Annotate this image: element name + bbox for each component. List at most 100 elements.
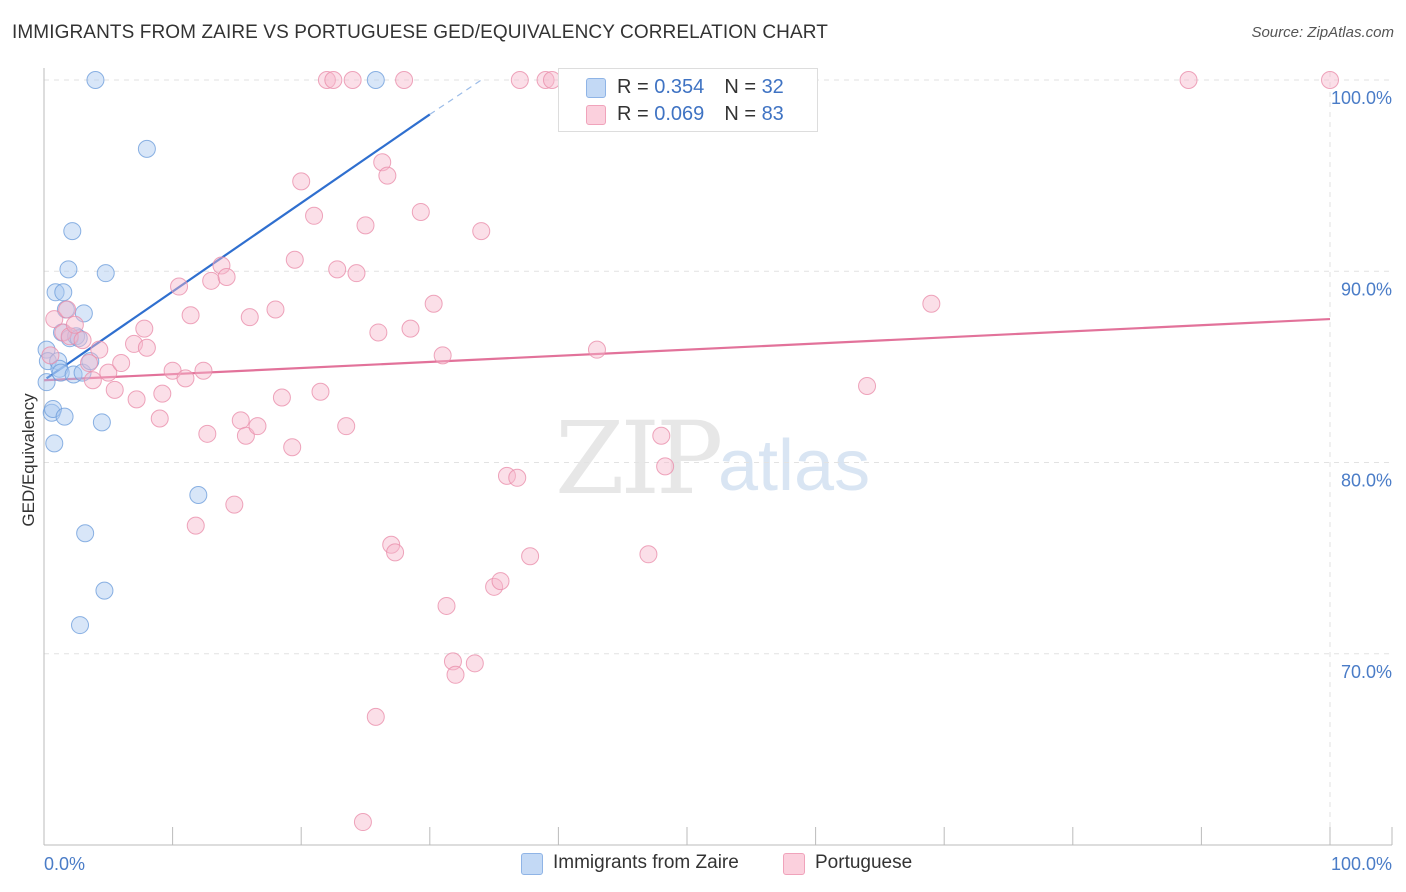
point-portuguese: [305, 206, 324, 225]
watermark-zip: ZIP: [555, 400, 723, 517]
point-portuguese: [356, 216, 375, 235]
point-portuguese: [465, 654, 484, 673]
point-portuguese: [292, 172, 311, 191]
point-portuguese: [366, 707, 385, 726]
point-portuguese: [58, 300, 77, 319]
point-portuguese: [424, 294, 443, 313]
point-portuguese: [236, 426, 255, 445]
point-portuguese: [343, 71, 362, 89]
point-portuguese: [45, 310, 64, 329]
point-portuguese: [328, 260, 347, 279]
point-portuguese: [217, 267, 236, 286]
point-zaire: [46, 283, 65, 302]
bottom-legend-swatch-zaire: [521, 853, 543, 875]
point-portuguese: [437, 596, 456, 615]
chart-title: IMMIGRANTS FROM ZAIRE VS PORTUGUESE GED/…: [12, 22, 828, 43]
legend-n-label: N =: [724, 76, 762, 98]
point-zaire: [59, 260, 78, 279]
point-portuguese: [225, 495, 244, 514]
point-portuguese: [90, 340, 109, 359]
bottom-legend-label-zaire: Immigrants from Zaire: [553, 852, 739, 873]
point-portuguese: [324, 71, 343, 89]
axes: [43, 68, 1392, 846]
source-label: Source: ZipAtlas.com: [1251, 24, 1394, 41]
point-portuguese: [112, 354, 131, 373]
point-portuguese: [212, 256, 231, 275]
point-zaire: [37, 373, 56, 392]
point-portuguese: [186, 516, 205, 535]
point-zaire: [76, 524, 95, 543]
y-tick-label: 70.0%: [1341, 662, 1392, 682]
y-tick-label: 100.0%: [1331, 88, 1392, 108]
point-portuguese: [311, 382, 330, 401]
watermark-atlas: atlas: [718, 426, 871, 506]
point-zaire: [54, 283, 73, 302]
data-points: [37, 71, 1339, 832]
bottom-legend-swatch-portuguese: [783, 853, 805, 875]
point-portuguese: [137, 338, 156, 357]
point-portuguese: [858, 377, 877, 395]
point-portuguese: [508, 468, 527, 487]
point-portuguese: [411, 202, 430, 221]
legend-n-label: N =: [724, 103, 762, 125]
legend-r-label: R =: [617, 103, 655, 125]
trend-line-zaire: [45, 113, 431, 380]
point-portuguese: [266, 300, 285, 319]
point-portuguese: [587, 340, 606, 359]
point-portuguese: [639, 545, 658, 564]
point-portuguese: [378, 166, 397, 185]
point-zaire: [366, 71, 385, 89]
point-portuguese: [353, 813, 372, 832]
point-zaire: [95, 581, 114, 600]
x-tick-label-max: 100.0%: [1331, 854, 1392, 874]
trend-line-extension-zaire: [429, 79, 482, 115]
point-portuguese: [369, 323, 388, 342]
point-zaire: [55, 407, 74, 426]
point-portuguese: [347, 264, 366, 283]
x-tick-marks: [43, 827, 1393, 845]
point-zaire: [86, 71, 105, 89]
point-portuguese: [652, 426, 671, 445]
point-portuguese: [105, 380, 124, 399]
point-zaire: [96, 264, 115, 283]
legend-r-value: 0.069: [654, 103, 705, 125]
point-portuguese: [127, 390, 146, 409]
point-zaire: [45, 434, 64, 453]
point-portuguese: [283, 438, 302, 457]
y-tick-label: 80.0%: [1341, 471, 1392, 491]
legend-swatch-zaire: [586, 78, 606, 98]
point-portuguese: [472, 222, 491, 241]
point-zaire: [137, 139, 156, 158]
point-portuguese: [536, 71, 555, 89]
legend-n-value: 32: [761, 76, 784, 98]
trend-line-portuguese: [43, 317, 1331, 382]
point-portuguese: [240, 308, 259, 327]
point-portuguese: [150, 409, 169, 428]
point-portuguese: [656, 457, 675, 476]
point-portuguese: [73, 331, 92, 350]
point-portuguese: [491, 572, 510, 591]
point-portuguese: [248, 417, 267, 436]
point-portuguese: [922, 294, 941, 313]
point-zaire: [189, 486, 208, 505]
point-portuguese: [198, 424, 217, 443]
point-portuguese: [433, 346, 452, 365]
point-portuguese: [170, 277, 189, 296]
point-portuguese: [153, 384, 172, 403]
y-axis-label: GED/Equivalency: [19, 393, 38, 527]
y-tick-label: 90.0%: [1341, 279, 1392, 299]
point-portuguese: [202, 271, 221, 290]
y-tick-labels: 70.0% 80.0% 90.0% 100.0%: [1331, 88, 1392, 682]
point-portuguese: [41, 346, 60, 365]
point-portuguese: [231, 411, 250, 430]
point-portuguese: [446, 665, 465, 684]
point-portuguese: [194, 361, 213, 380]
point-portuguese: [272, 388, 291, 407]
point-portuguese: [65, 315, 84, 334]
point-zaire: [63, 222, 82, 241]
point-zaire: [92, 413, 111, 432]
point-portuguese: [521, 547, 540, 566]
x-tick-label-min: 0.0%: [44, 854, 85, 874]
legend-swatch-portuguese: [586, 105, 606, 125]
